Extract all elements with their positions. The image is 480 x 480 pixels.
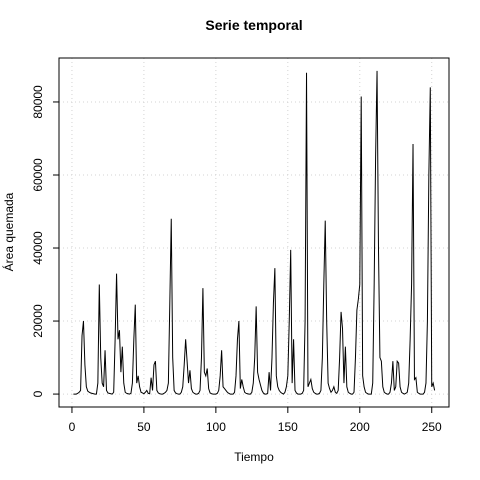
x-tick-label: 0 bbox=[69, 420, 76, 434]
series-line bbox=[73, 70, 436, 395]
x-tick-label: 100 bbox=[206, 420, 226, 434]
y-axis-label: Área quemada bbox=[1, 192, 16, 271]
x-tick-label: 150 bbox=[278, 420, 298, 434]
y-tick-label: 60000 bbox=[31, 158, 45, 192]
x-tick-label: 50 bbox=[137, 420, 151, 434]
plot-frame bbox=[58, 57, 450, 408]
y-tick-label: 40000 bbox=[31, 231, 45, 265]
chart-title: Serie temporal bbox=[205, 17, 302, 33]
x-axis-label: Tiempo bbox=[234, 450, 274, 464]
y-tick-label: 80000 bbox=[31, 85, 45, 119]
x-tick-label: 250 bbox=[422, 420, 442, 434]
y-tick-label: 0 bbox=[31, 390, 45, 397]
x-tick-label: 200 bbox=[350, 420, 370, 434]
y-tick-label: 20000 bbox=[31, 304, 45, 338]
